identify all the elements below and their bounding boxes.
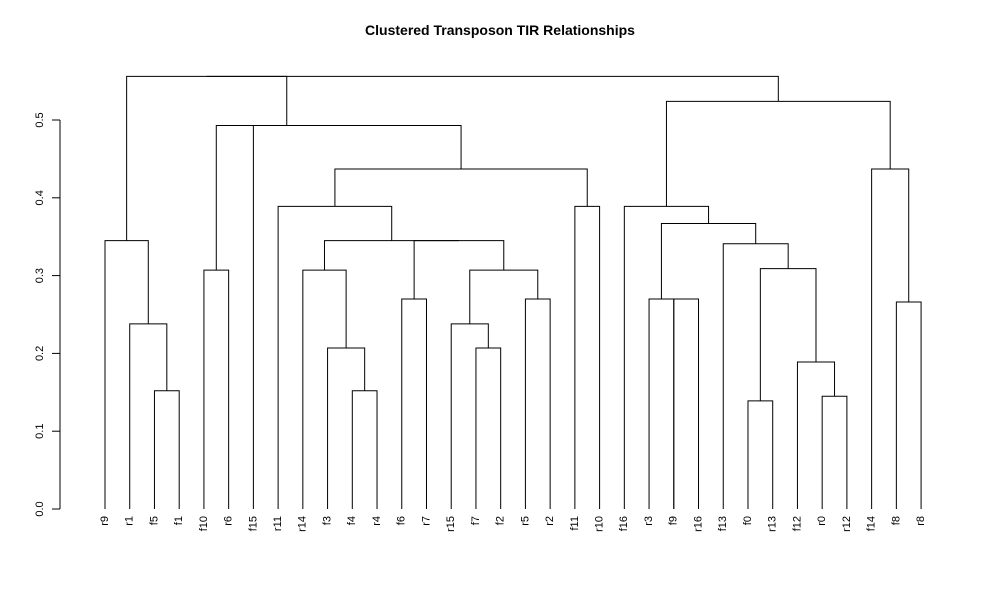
leaf-label: r13 <box>767 516 779 532</box>
leaf-label: r3 <box>643 516 655 526</box>
merge-link <box>252 124 462 509</box>
merge-link <box>796 361 836 509</box>
leaf-label: r5 <box>519 516 531 526</box>
merge-link <box>475 347 502 509</box>
merge-link <box>871 168 910 509</box>
merge-link <box>334 168 588 207</box>
merge-link <box>648 298 675 509</box>
merge-link <box>327 347 366 509</box>
leaf-label: f5 <box>148 516 160 525</box>
leaf-label: f6 <box>396 516 408 525</box>
leaf-label: r9 <box>99 516 111 526</box>
dendrogram-tree <box>104 75 922 509</box>
leaf-label: f16 <box>618 516 630 531</box>
leaf-label: r8 <box>915 516 927 526</box>
merge-link <box>450 323 489 509</box>
merge-link <box>673 298 700 509</box>
leaf-label: f10 <box>198 516 210 531</box>
merge-link <box>126 75 288 241</box>
leaf-label: r0 <box>816 516 828 526</box>
chart-title: Clustered Transposon TIR Relationships <box>365 22 635 38</box>
y-tick-label: 0.5 <box>34 112 46 127</box>
merge-link <box>323 240 459 271</box>
leaf-label: r4 <box>371 516 383 526</box>
leaf-label: f4 <box>346 516 358 525</box>
leaf-label: f8 <box>890 516 902 525</box>
leaf-label: r15 <box>445 516 457 532</box>
leaf-label: f14 <box>866 516 878 531</box>
y-tick-label: 0.2 <box>34 346 46 361</box>
leaf-label: f11 <box>569 516 581 530</box>
leaf-label: f2 <box>495 516 507 525</box>
merge-link <box>302 269 347 509</box>
merge-link <box>660 222 757 299</box>
merge-link <box>574 205 601 509</box>
merge-link <box>153 390 180 509</box>
leaf-label: f7 <box>470 516 482 525</box>
y-tick-label: 0.3 <box>34 268 46 283</box>
leaf-label: f0 <box>742 516 754 525</box>
leaf-label: f13 <box>717 516 729 531</box>
leaf-label: f15 <box>247 516 259 531</box>
merge-link <box>469 269 539 324</box>
merge-link <box>215 124 358 271</box>
merge-link <box>351 390 378 509</box>
merge-link <box>623 205 710 509</box>
leaf-label: f1 <box>173 516 185 525</box>
merge-link <box>665 100 891 207</box>
y-tick-label: 0.4 <box>34 190 46 205</box>
merge-link <box>129 323 168 509</box>
merge-link <box>722 243 789 509</box>
merge-link <box>104 240 149 509</box>
leaf-label: r11 <box>272 516 284 531</box>
leaf-label: f12 <box>791 516 803 531</box>
merge-link <box>895 301 922 509</box>
leaf-labels: r9 r1 f5 f1 f10 r6 f15 r11 r14 f3 f4 r4 f6 r7 r15 f7 f2 r… <box>99 516 927 532</box>
merge-link <box>401 298 427 509</box>
y-tick-label: 0.1 <box>34 424 46 439</box>
leaf-label: r16 <box>692 516 704 532</box>
leaf-label: r2 <box>544 516 556 526</box>
leaf-label: r10 <box>594 516 606 532</box>
leaf-label: r12 <box>841 516 853 532</box>
leaf-label: f9 <box>668 516 680 525</box>
merge-link <box>759 268 817 401</box>
y-tick-label: 0.0 <box>34 501 46 516</box>
leaf-label: r7 <box>420 516 432 526</box>
merge-link <box>747 400 774 509</box>
leaf-label: r1 <box>124 516 136 526</box>
merge-link <box>206 75 779 102</box>
merge-link <box>277 205 393 509</box>
leaf-label: r14 <box>297 516 309 532</box>
leaf-label: f3 <box>321 516 333 525</box>
merge-link <box>203 269 230 509</box>
merge-link <box>821 395 848 509</box>
leaf-label: r6 <box>223 516 235 526</box>
merge-link <box>524 298 551 509</box>
y-axis: 0.0 0.1 0.2 0.3 0.4 0.5 <box>34 112 61 517</box>
